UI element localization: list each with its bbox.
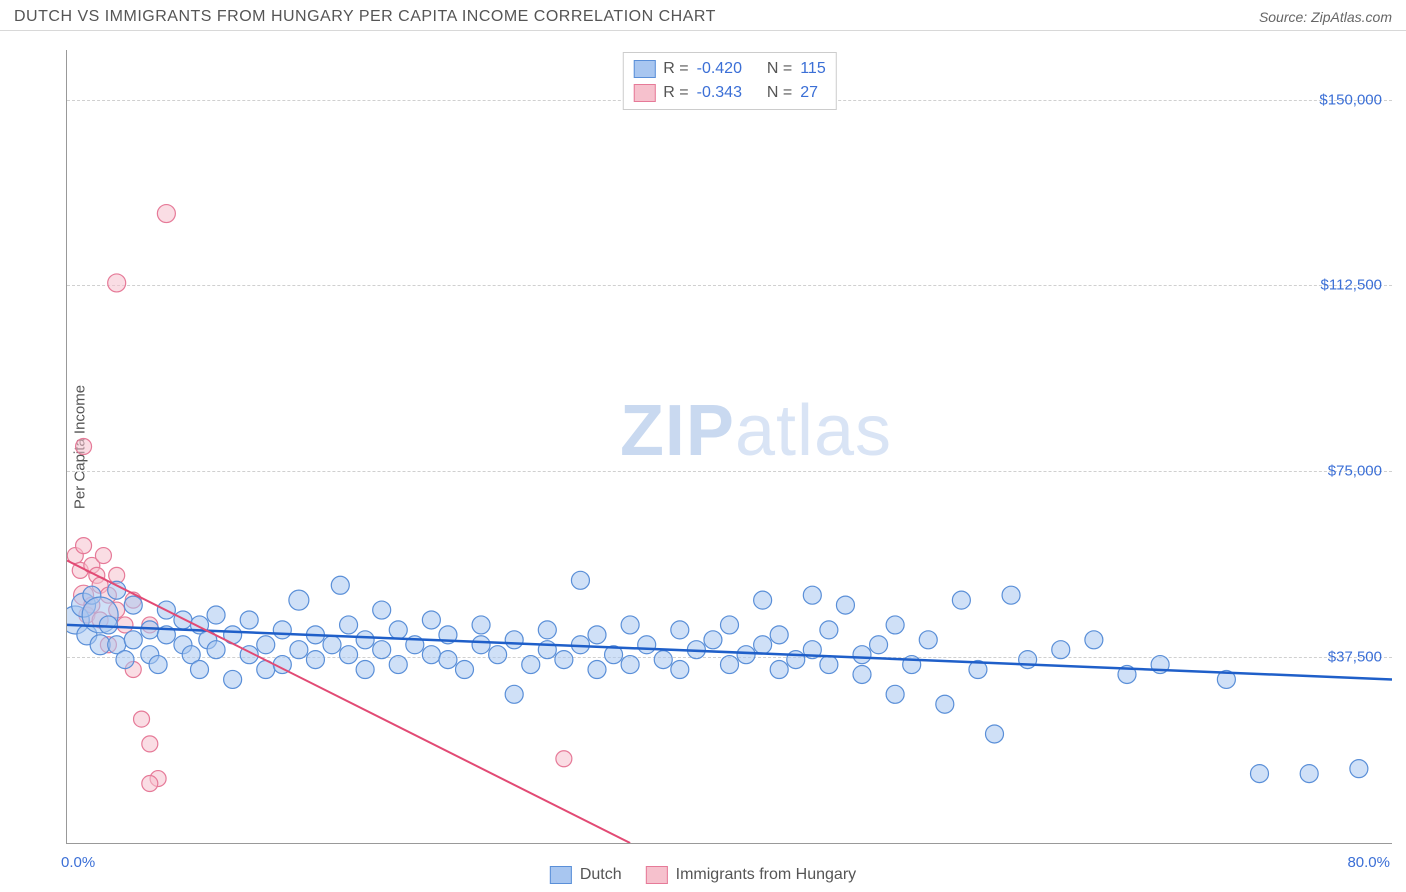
legend-label-dutch: Dutch [580, 866, 622, 884]
r-label: R = [663, 81, 688, 105]
n-value-hungary: 27 [800, 81, 818, 105]
x-tick-label: 80.0% [1347, 854, 1390, 871]
legend-label-hungary: Immigrants from Hungary [676, 866, 857, 884]
chart-title: DUTCH VS IMMIGRANTS FROM HUNGARY PER CAP… [14, 8, 716, 26]
x-tick-label: 0.0% [61, 854, 95, 871]
source-name: ZipAtlas.com [1311, 9, 1392, 25]
r-label: R = [663, 57, 688, 81]
chart-area: Per Capita Income ZIPatlas R = -0.420 N … [48, 50, 1392, 844]
swatch-hungary [633, 84, 655, 102]
source-attribution: Source: ZipAtlas.com [1259, 9, 1392, 25]
swatch-dutch [550, 866, 572, 884]
header-bar: DUTCH VS IMMIGRANTS FROM HUNGARY PER CAP… [0, 0, 1406, 31]
plot-region: ZIPatlas R = -0.420 N = 115 R = -0.343 N… [66, 50, 1392, 844]
stats-row-dutch: R = -0.420 N = 115 [633, 57, 825, 81]
swatch-hungary [646, 866, 668, 884]
n-label: N = [767, 81, 792, 105]
r-value-dutch: -0.420 [697, 57, 742, 81]
stats-row-hungary: R = -0.343 N = 27 [633, 81, 825, 105]
source-label: Source: [1259, 9, 1311, 25]
legend-item-hungary: Immigrants from Hungary [646, 866, 857, 884]
r-value-hungary: -0.343 [697, 81, 742, 105]
stats-legend: R = -0.420 N = 115 R = -0.343 N = 27 [622, 52, 836, 110]
n-value-dutch: 115 [800, 57, 826, 81]
legend-item-dutch: Dutch [550, 866, 622, 884]
bottom-legend: Dutch Immigrants from Hungary [550, 866, 856, 884]
n-label: N = [767, 57, 792, 81]
swatch-dutch [633, 60, 655, 78]
scatter-svg [67, 50, 1392, 843]
